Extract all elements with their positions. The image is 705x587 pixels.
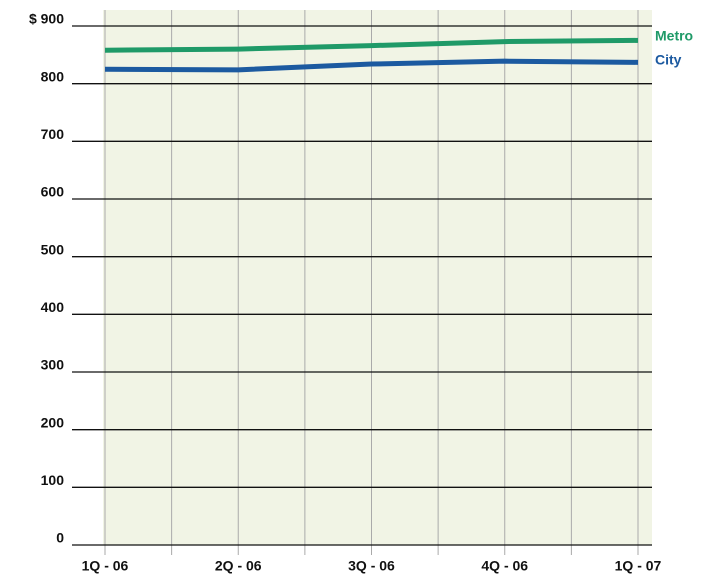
y-tick-label: 100 [41, 472, 65, 488]
y-tick-label: 700 [41, 126, 65, 142]
x-tick-label: 2Q - 06 [215, 558, 262, 574]
series-line [104, 58, 639, 73]
y-tick-label: 300 [41, 357, 65, 373]
y-tick-label: 200 [41, 414, 65, 430]
x-tick-label: 1Q - 06 [82, 558, 129, 574]
x-tick-label: 1Q - 07 [615, 558, 662, 574]
y-tick-label: 0 [56, 530, 64, 546]
series-line [104, 37, 639, 53]
y-tick-label: 500 [41, 241, 65, 257]
series-label: Metro [655, 28, 693, 44]
x-tick-label: 3Q - 06 [348, 558, 395, 574]
y-tick-label: 400 [41, 299, 65, 315]
y-tick-label: 800 [41, 68, 65, 84]
series-label: City [655, 52, 682, 68]
y-tick-label: $ 900 [29, 11, 64, 27]
plot-background [103, 10, 652, 545]
y-tick-label: 600 [41, 184, 65, 200]
x-tick-label: 4Q - 06 [481, 558, 528, 574]
